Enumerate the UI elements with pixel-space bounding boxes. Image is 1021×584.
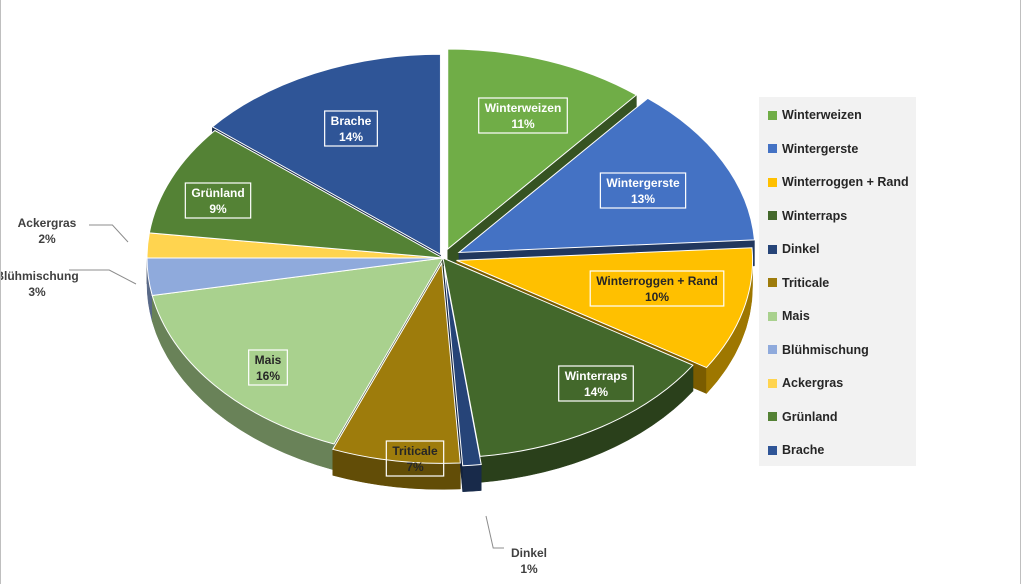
data-label: Triticale 7% <box>385 440 445 477</box>
pie-slice <box>456 247 754 369</box>
data-label-value: 7% <box>406 460 424 474</box>
data-label-frame <box>478 97 568 134</box>
data-label: Winterraps 14% <box>558 365 634 402</box>
legend-label: Brache <box>782 443 825 457</box>
legend-label: Mais <box>782 309 810 323</box>
legend-label: Winterraps <box>782 208 848 223</box>
data-label-name: Triticale <box>392 444 438 458</box>
pie-slice <box>457 97 756 254</box>
data-label-name: Wintergerste <box>606 176 680 190</box>
legend-item: Wintergerste <box>768 140 858 158</box>
pie-slice <box>148 129 444 259</box>
legend-item: Grünland <box>768 408 838 426</box>
data-label-value: 16% <box>256 369 280 383</box>
data-label-value: 3% <box>28 285 46 299</box>
leader-line <box>69 269 137 285</box>
data-label: Mais 16% <box>248 349 288 386</box>
legend-item: Brache <box>768 441 824 459</box>
legend-item: Dinkel <box>768 240 820 258</box>
chart-legend: Winterweizen Wintergerste Winterroggen + R… <box>759 97 916 466</box>
legend-label: Winterroggen + Rand <box>782 175 909 189</box>
pie-slice <box>447 48 638 251</box>
data-label-frame <box>599 172 687 209</box>
legend-swatch <box>768 345 777 354</box>
data-label-name: Mais <box>255 353 282 367</box>
data-label-value: 9% <box>209 202 227 216</box>
data-label: Wintergerste 13% <box>599 172 687 209</box>
data-label-value: 14% <box>584 385 608 399</box>
legend-item: Ackergras <box>768 374 843 392</box>
legend-label: Triticale <box>782 275 830 290</box>
legend-label: Winterweizen <box>782 108 862 122</box>
data-label-name: Dinkel <box>511 546 547 560</box>
legend-item: Winterraps <box>768 207 847 225</box>
pie-slice <box>211 53 441 256</box>
data-label: Blühmischung 3% <box>1 269 79 299</box>
data-label: Brache 14% <box>324 110 378 147</box>
data-label-value: 11% <box>511 117 535 131</box>
data-label-frame <box>248 349 288 386</box>
data-label-name: Winterweizen <box>485 101 562 115</box>
data-label-value: 2% <box>38 232 56 246</box>
legend-item: Winterweizen <box>768 106 862 124</box>
legend-label: Ackergras <box>782 376 844 390</box>
legend-label: Wintergerste <box>782 141 859 156</box>
legend-item: Winterroggen + Rand <box>768 173 909 191</box>
pie-slice <box>442 257 694 457</box>
legend-swatch <box>768 244 777 254</box>
pie-slice <box>332 261 461 464</box>
data-label: Winterweizen 11% <box>478 97 568 134</box>
data-label-frame <box>589 270 725 307</box>
data-label-name: Grünland <box>191 186 244 200</box>
legend-item: Triticale <box>768 274 829 292</box>
leader-line <box>89 224 129 243</box>
legend-item: Blühmischung <box>768 341 869 359</box>
pie-slice <box>443 266 482 467</box>
data-labels: Winterweizen 11% Wintergerste 13% Winterrogg… <box>1 97 725 576</box>
legend-swatch <box>768 278 777 287</box>
data-label-name: Brache <box>331 114 372 128</box>
pie-slice <box>151 257 444 445</box>
data-label-name: Winterroggen + Rand <box>596 274 718 288</box>
data-label-name: Winterraps <box>565 369 628 383</box>
legend-item: Mais <box>768 307 810 325</box>
data-label-frame <box>385 440 445 477</box>
legend-swatch <box>768 311 777 321</box>
legend-swatch <box>768 445 777 455</box>
legend-swatch <box>768 412 777 421</box>
legend-swatch <box>768 110 777 120</box>
legend-label: Grünland <box>782 409 838 424</box>
pie-slice-outer-wall <box>462 464 482 492</box>
data-label-frame <box>558 365 634 402</box>
pie-top-faces <box>146 48 756 467</box>
data-label-value: 10% <box>645 290 669 304</box>
data-label-name: Blühmischung <box>1 269 79 283</box>
legend-swatch <box>768 378 777 388</box>
legend-swatch <box>768 144 777 153</box>
data-label-frame <box>184 182 252 219</box>
data-label-name: Ackergras <box>18 216 77 230</box>
data-label-value: 14% <box>339 130 363 144</box>
data-label: Ackergras 2% <box>18 216 77 246</box>
leader-line <box>485 515 504 549</box>
data-label-value: 1% <box>520 562 538 576</box>
data-label-frame <box>324 110 378 147</box>
legend-label: Blühmischung <box>782 342 869 357</box>
data-label: Winterroggen + Rand 10% <box>589 270 725 307</box>
data-label: Grünland 9% <box>184 182 252 219</box>
legend-swatch <box>768 177 777 187</box>
data-label: Dinkel 1% <box>511 546 547 576</box>
legend-label: Dinkel <box>782 242 820 256</box>
data-label-value: 13% <box>631 192 655 206</box>
legend-swatch <box>768 211 777 220</box>
